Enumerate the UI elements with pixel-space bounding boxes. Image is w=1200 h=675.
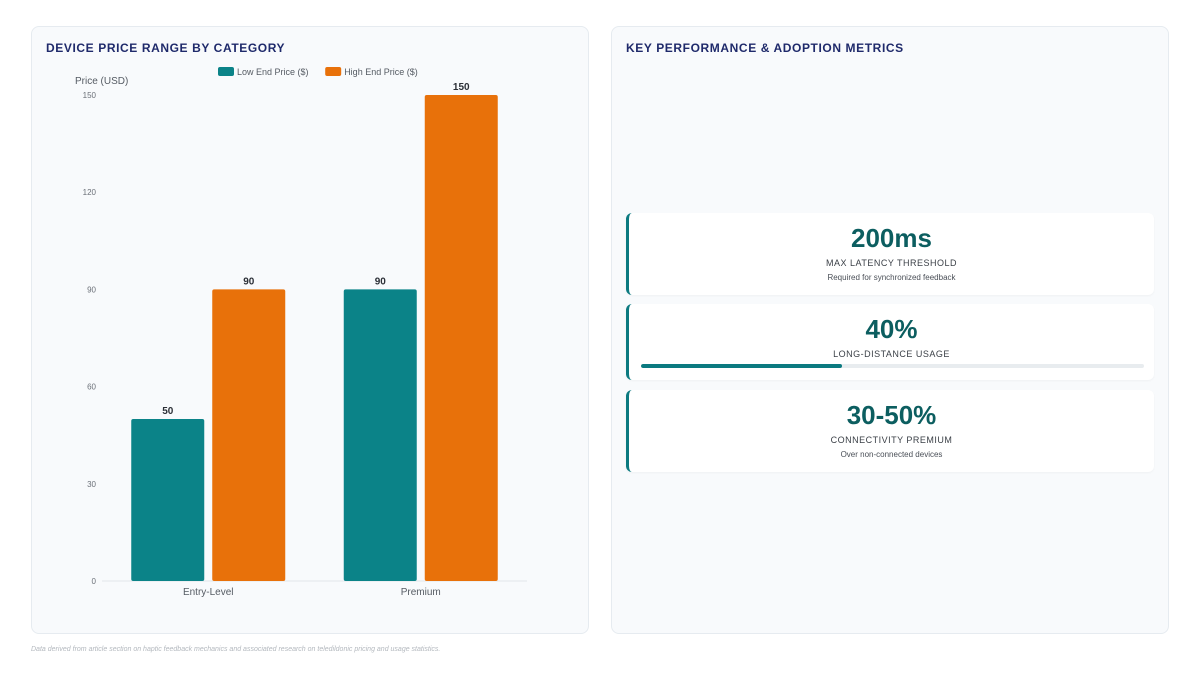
metric-value: 200ms: [851, 223, 932, 253]
progress-bar: [641, 364, 1144, 368]
metric-label: MAX LATENCY THRESHOLD: [825, 258, 958, 268]
bar: [212, 289, 286, 581]
y-tick-label: 30: [87, 480, 96, 489]
metric-subtext: Required for synchronized feedback: [827, 273, 956, 282]
price-bar-chart: Price (USD) 0 30 60 90 120 150 Low End Price ($…: [75, 67, 527, 598]
progress-bar-fill: [641, 364, 843, 368]
x-tick-label: Entry-Level: [183, 587, 234, 598]
legend-swatch: [325, 67, 342, 76]
metric-card-long-distance: 40% LONG-DISTANCE USAGE: [626, 304, 1154, 380]
legend-label: High End Price ($): [344, 67, 418, 77]
y-tick-label: 120: [83, 188, 97, 197]
footnote: Data derived from article section on hap…: [31, 646, 441, 653]
legend-swatch: [218, 67, 234, 76]
y-tick-label: 150: [83, 91, 97, 100]
legend-label: Low End Price ($): [237, 67, 309, 77]
metric-label: LONG-DISTANCE USAGE: [833, 349, 950, 359]
price-chart-panel: DEVICE PRICE RANGE BY CATEGORY Price (US…: [31, 26, 589, 634]
y-axis-title: Price (USD): [75, 76, 128, 87]
bar-value-label: 90: [243, 276, 255, 287]
metrics-panel: KEY PERFORMANCE & ADOPTION METRICS 200ms…: [611, 26, 1169, 634]
bar: [343, 289, 417, 581]
metric-value: 30-50%: [846, 400, 937, 430]
metric-value: 40%: [865, 314, 918, 344]
bar: [424, 95, 498, 581]
bar-value-label: 150: [453, 82, 470, 93]
bar-value-label: 90: [375, 276, 387, 287]
y-tick-label: 60: [87, 383, 96, 392]
chart-title: DEVICE PRICE RANGE BY CATEGORY: [46, 41, 286, 55]
metric-card-connectivity: 30-50% CONNECTIVITY PREMIUM Over non-con…: [626, 390, 1154, 472]
bar: [131, 419, 205, 581]
metric-subtext: Over non-connected devices: [840, 450, 943, 459]
x-tick-label: Premium: [401, 587, 441, 598]
y-tick-label: 0: [92, 577, 97, 586]
metric-label: CONNECTIVITY PREMIUM: [830, 435, 953, 445]
metrics-title: KEY PERFORMANCE & ADOPTION METRICS: [626, 41, 904, 55]
y-tick-label: 90: [87, 285, 96, 294]
bar-value-label: 50: [162, 406, 174, 417]
metric-card-latency: 200ms MAX LATENCY THRESHOLD Required for…: [626, 213, 1154, 295]
